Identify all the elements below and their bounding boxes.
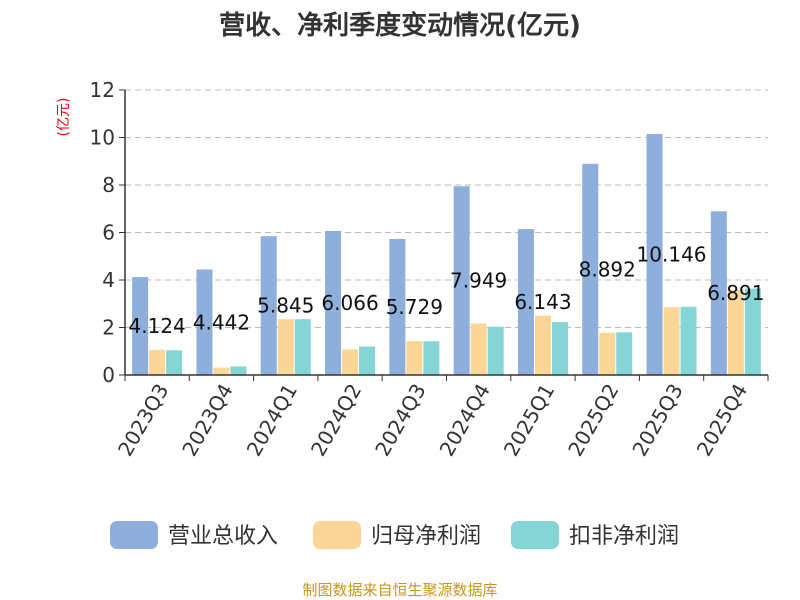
data-label: 10.146	[637, 243, 707, 267]
data-label: 4.124	[129, 314, 186, 338]
bar-3	[423, 341, 440, 375]
legend-swatch	[511, 521, 559, 549]
bar-3	[616, 332, 633, 375]
grid	[125, 89, 768, 328]
bar-2	[149, 349, 166, 375]
x-tick-label: 2025Q4	[692, 380, 752, 461]
bar-2	[727, 289, 744, 375]
data-label: 6.066	[321, 291, 378, 315]
bar-2	[470, 323, 487, 375]
bar-2	[213, 367, 230, 375]
x-tick-label: 2024Q1	[242, 380, 302, 461]
legend-swatch	[110, 521, 158, 549]
x-tick-label: 2024Q4	[435, 380, 495, 461]
bar-1	[325, 230, 342, 375]
bar-1	[646, 134, 663, 375]
bar-3	[230, 366, 247, 375]
bar-3	[744, 288, 761, 375]
data-label: 6.143	[514, 290, 571, 314]
bar-2	[277, 319, 294, 375]
bar-1	[517, 229, 534, 375]
chart-title: 营收、净利季度变动情况(亿元)	[219, 10, 581, 41]
bars	[132, 134, 761, 375]
bar-2	[599, 332, 616, 375]
x-tick-label: 2024Q2	[306, 380, 366, 461]
data-labels: 4.124 4.442 5.845 6.066 5.729 7.949 6.143 8.892…	[129, 243, 765, 339]
x-tick-label: 2025Q3	[627, 380, 687, 461]
legend: 营业总收入 归母净利润 扣非净利润	[110, 521, 679, 549]
bar-3	[487, 326, 504, 375]
bar-2	[663, 307, 680, 375]
bar-1	[132, 277, 149, 375]
bar-3	[166, 350, 183, 375]
legend-label: 营业总收入	[168, 524, 278, 549]
bar-3	[680, 306, 697, 375]
y-tick-label: 2	[102, 316, 115, 340]
data-label: 5.729	[386, 295, 443, 319]
y-tick-label: 10	[90, 126, 115, 150]
bar-1	[389, 238, 406, 375]
y-axis-unit-label: (亿元)	[56, 98, 72, 137]
y-tick-label: 12	[90, 78, 115, 102]
y-tick-label: 0	[102, 363, 115, 387]
x-tick-label: 2025Q2	[563, 380, 623, 461]
source-note: 制图数据来自恒生聚源数据库	[302, 581, 497, 599]
data-label: 4.442	[193, 310, 250, 334]
bar-3	[294, 319, 311, 375]
y-tick-label: 6	[102, 221, 115, 245]
data-label: 5.845	[257, 294, 314, 318]
bar-3	[551, 322, 568, 375]
bar-1	[582, 163, 599, 375]
bar-2	[342, 349, 359, 375]
bar-1	[196, 269, 213, 375]
bar-3	[359, 346, 376, 375]
x-tick-label: 2023Q4	[177, 380, 237, 461]
legend-swatch	[313, 521, 361, 549]
data-label: 8.892	[579, 257, 636, 281]
bar-1	[260, 236, 277, 375]
data-label: 7.949	[450, 269, 507, 293]
x-tick-label: 2025Q1	[499, 380, 559, 461]
bar-1	[453, 186, 470, 375]
data-label: 6.891	[707, 281, 764, 305]
bar-1	[710, 211, 727, 375]
legend-label: 归母净利润	[371, 524, 481, 549]
x-tick-label: 2023Q3	[113, 380, 173, 461]
x-tick-label: 2024Q3	[370, 380, 430, 461]
y-tick-label: 8	[102, 173, 115, 197]
legend-label: 扣非净利润	[569, 524, 679, 549]
bar-2	[406, 341, 423, 375]
bar-2	[534, 315, 551, 375]
y-tick-label: 4	[102, 268, 115, 292]
